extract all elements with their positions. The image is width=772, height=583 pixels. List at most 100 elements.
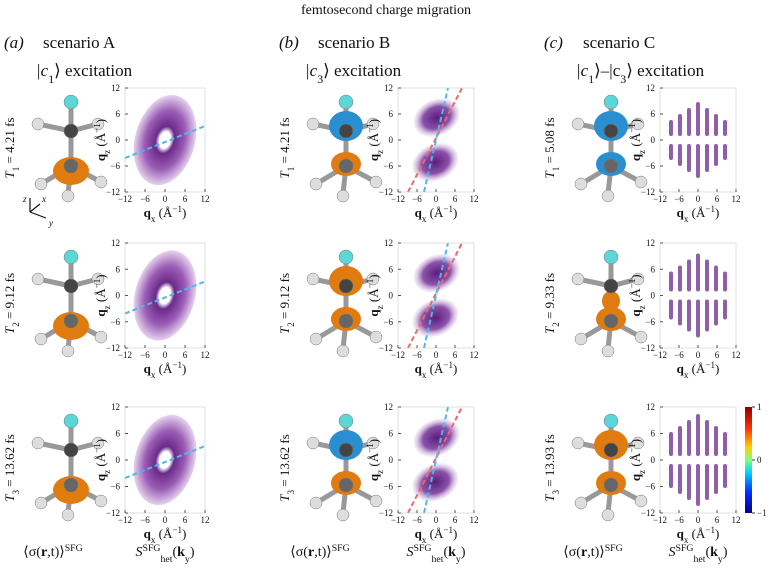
density-label: ⟨σ(r,t)⟩SFG (563, 543, 622, 561)
text-part: z (637, 470, 647, 474)
text-part: q (93, 309, 108, 317)
text-part: |c (576, 61, 589, 80)
y-axis-label: qz (Å−1) (92, 274, 112, 316)
molecule (306, 249, 383, 358)
atom (338, 442, 354, 458)
text-part: het (160, 554, 172, 565)
y-tick-label: −6 (645, 317, 655, 327)
text-part: = 5.08 fs (542, 117, 557, 166)
molecule (306, 413, 383, 522)
x-tick-label: −6 (674, 515, 684, 525)
diffraction-stripe (714, 426, 718, 456)
text-part: z (102, 470, 112, 474)
text-part: ⟩ excitation (54, 61, 132, 80)
text-part: S (407, 545, 414, 560)
x-tick-label: 12 (201, 194, 210, 204)
y-tick-label: 12 (111, 83, 120, 93)
text-part: x (422, 214, 427, 224)
x-tick-label: −12 (118, 515, 132, 525)
atom (366, 436, 380, 450)
x-tick-label: 6 (453, 194, 458, 204)
text-part: (Å (426, 361, 444, 376)
x-tick-label: 0 (163, 350, 168, 360)
diffraction-pattern (412, 463, 459, 502)
x-tick-label: 12 (470, 194, 479, 204)
molecule (306, 94, 383, 203)
diffraction-stripe (714, 464, 718, 494)
y-tick-label: 12 (646, 402, 655, 412)
text-part: ) (182, 205, 186, 220)
text-part: −1 (365, 443, 375, 453)
atom (34, 496, 48, 510)
text-part: (Å (93, 288, 108, 306)
atom (603, 94, 619, 110)
diffraction-pattern (133, 250, 197, 341)
time-label: T2 = 9.12 fs (277, 273, 296, 334)
time-label: T2 = 9.33 fs (542, 273, 561, 334)
atom (63, 313, 79, 329)
text-part: = 9.12 fs (2, 273, 17, 322)
diffraction-stripe (678, 299, 682, 326)
molecule (31, 413, 108, 522)
y-tick-label: 6 (389, 264, 394, 274)
time-label: T3 = 13.93 fs (542, 434, 561, 502)
text-part: q (366, 309, 381, 317)
diffraction-stripe (723, 120, 727, 136)
text-part: ⟨σ( (290, 545, 308, 560)
text-part: q (144, 361, 152, 376)
atom (366, 272, 380, 286)
diffraction-stripe (687, 108, 691, 136)
colorbar-tick-label: 1 (757, 402, 762, 412)
text-part: q (93, 153, 108, 161)
diffraction-stripe (714, 144, 718, 166)
atom (338, 313, 354, 329)
atom (603, 442, 619, 458)
text-part: T (542, 494, 557, 502)
y-tick-label: 0 (651, 291, 656, 301)
text-part: ⟨σ( (23, 545, 41, 560)
x-axis-label: qx (Å−1) (144, 360, 187, 380)
x-tick-label: −12 (653, 515, 667, 525)
x-tick-label: 0 (163, 515, 168, 525)
text-part: ( (172, 545, 177, 560)
text-part: z (637, 150, 647, 154)
text-part: −1 (172, 360, 182, 370)
text-part: ) (715, 361, 719, 376)
x-axis-label: qx (Å−1) (677, 525, 720, 545)
x-tick-label: −6 (412, 194, 422, 204)
text-part: = 4.21 fs (277, 117, 292, 166)
text-part: 1 (588, 72, 594, 86)
text-part: = 9.33 fs (542, 273, 557, 322)
atom (634, 494, 648, 508)
atom (603, 158, 619, 174)
text-part: ) (628, 274, 643, 278)
y-tick-label: 12 (384, 238, 393, 248)
text-part: ⟩ excitation (323, 61, 401, 80)
atom (369, 175, 383, 189)
diffraction-stripe (714, 299, 718, 326)
text-part: x (684, 535, 689, 545)
atom (603, 477, 619, 493)
atom (338, 158, 354, 174)
text-part: ) (93, 119, 108, 123)
diffraction-stripe (678, 464, 682, 494)
atom (338, 94, 354, 110)
atom (634, 175, 648, 189)
atom (338, 123, 354, 139)
y-tick-label: −6 (110, 161, 120, 171)
y-tick-label: −12 (641, 508, 655, 518)
text-part: (Å (688, 361, 706, 376)
atom (571, 117, 585, 131)
diffraction-stripe (669, 271, 673, 292)
atom (94, 175, 108, 189)
text-part: −1 (443, 204, 453, 214)
text-part: −1 (627, 123, 637, 133)
atom (571, 436, 585, 450)
y-axis-label: qz (Å−1) (627, 119, 647, 161)
x-tick-label: −6 (140, 194, 150, 204)
x-axis-label: qx (Å−1) (677, 360, 720, 380)
diffraction-pattern (412, 143, 459, 182)
x-tick-label: 12 (732, 194, 741, 204)
y-tick-label: −12 (106, 508, 120, 518)
text-part: SFG (605, 543, 623, 554)
